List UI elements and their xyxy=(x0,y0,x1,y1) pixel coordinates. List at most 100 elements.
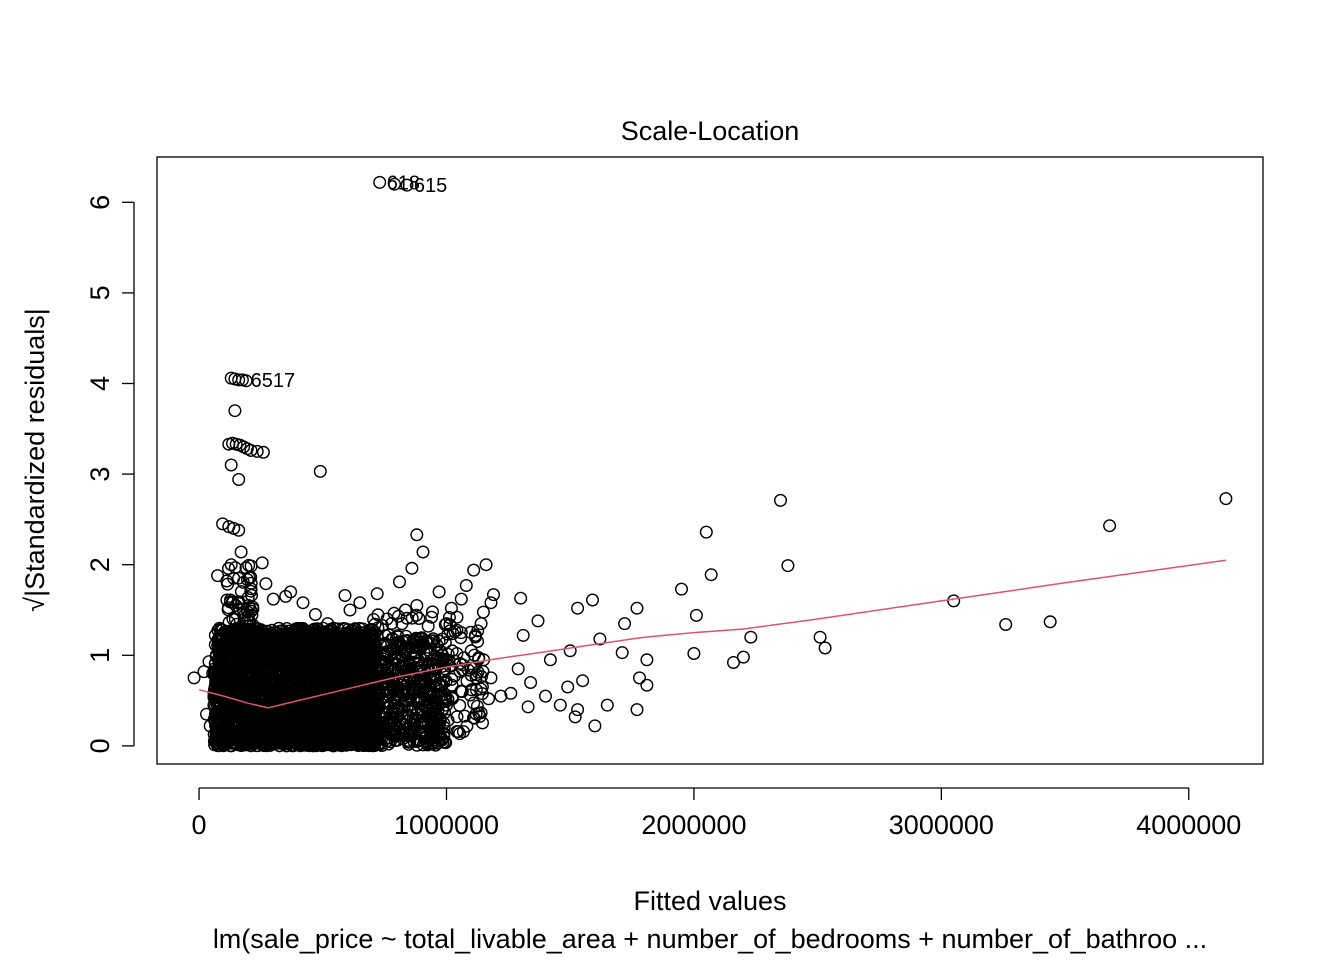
dense-point xyxy=(429,711,443,725)
data-point xyxy=(202,655,216,669)
dense-point xyxy=(407,681,421,695)
data-point xyxy=(259,577,273,591)
data-point xyxy=(947,594,961,608)
data-point xyxy=(227,571,241,585)
dense-point xyxy=(241,656,255,670)
dense-point xyxy=(278,701,292,715)
dense-point xyxy=(217,726,231,740)
dense-point xyxy=(276,688,290,702)
dense-point xyxy=(370,728,384,742)
data-point xyxy=(395,617,409,631)
data-point xyxy=(633,671,647,685)
dense-point xyxy=(432,634,446,648)
data-point xyxy=(216,517,230,531)
dense-point xyxy=(252,699,266,713)
data-point xyxy=(727,656,741,670)
dense-point xyxy=(370,681,384,695)
dense-point xyxy=(404,729,418,743)
dense-point xyxy=(310,661,324,675)
dense-point xyxy=(448,669,462,683)
dense-point xyxy=(409,608,423,622)
x-tick-label: 3000000 xyxy=(889,810,994,840)
y-tick-label: 3 xyxy=(85,467,115,482)
dense-point xyxy=(436,648,450,662)
dense-point xyxy=(366,628,380,642)
dense-point xyxy=(230,617,244,631)
dense-point xyxy=(390,640,404,654)
data-point xyxy=(416,545,430,559)
dense-point xyxy=(382,737,396,751)
data-point xyxy=(199,707,213,721)
dense-point xyxy=(210,736,224,750)
data-point xyxy=(571,601,585,615)
dense-point xyxy=(380,639,394,653)
data-point xyxy=(484,671,498,685)
dense-point xyxy=(445,672,459,686)
dense-point xyxy=(227,668,241,682)
dense-point xyxy=(310,645,324,659)
dense-point xyxy=(368,687,382,701)
data-point xyxy=(704,568,718,582)
data-point xyxy=(256,445,270,459)
dense-point xyxy=(322,696,336,710)
dense-point xyxy=(351,642,365,656)
dense-point xyxy=(408,717,422,731)
dense-point xyxy=(246,618,260,632)
data-points xyxy=(187,175,1233,753)
dense-point xyxy=(306,705,320,719)
point-label: 6517 xyxy=(251,370,296,392)
data-point xyxy=(209,685,223,699)
dense-point xyxy=(441,713,455,727)
dense-point xyxy=(241,714,255,728)
dense-point xyxy=(252,676,266,690)
dense-point xyxy=(344,715,358,729)
dense-point xyxy=(330,660,344,674)
data-point xyxy=(586,593,600,607)
dense-point xyxy=(406,675,420,689)
data-point xyxy=(588,719,602,733)
dense-point xyxy=(321,638,335,652)
dense-point xyxy=(309,651,323,665)
data-point xyxy=(232,473,246,487)
dense-point xyxy=(366,673,380,687)
data-point xyxy=(393,575,407,589)
data-point xyxy=(343,603,357,617)
dense-point xyxy=(242,571,256,585)
dense-point xyxy=(358,735,372,749)
data-point xyxy=(284,585,298,599)
data-point xyxy=(699,525,713,539)
data-point xyxy=(464,644,478,658)
dense-point xyxy=(263,655,277,669)
dense-point xyxy=(448,625,462,639)
dense-point xyxy=(446,627,460,641)
dense-point xyxy=(383,697,397,711)
data-point xyxy=(224,558,238,572)
data-point xyxy=(250,444,264,458)
dense-point xyxy=(441,627,455,641)
dense-point xyxy=(250,739,264,753)
data-point xyxy=(571,703,585,717)
y-axis-label: √|Standardized residuals| xyxy=(20,308,50,612)
dense-point xyxy=(234,703,248,717)
dense-point xyxy=(412,654,426,668)
dense-point xyxy=(430,638,444,652)
dense-point xyxy=(221,603,235,617)
data-point xyxy=(187,671,201,685)
data-point xyxy=(774,493,788,507)
data-point xyxy=(630,703,644,717)
dense-point xyxy=(326,699,340,713)
data-point xyxy=(563,644,577,658)
data-point xyxy=(615,646,629,660)
dense-point xyxy=(349,634,363,648)
x-axis: 0 1000000 2000000 3000000 4000000 xyxy=(192,787,1241,840)
dense-point xyxy=(238,669,252,683)
dense-point xyxy=(416,716,430,730)
data-point xyxy=(561,680,575,694)
data-point xyxy=(241,599,255,613)
data-point xyxy=(459,579,473,593)
dense-point xyxy=(212,726,226,740)
dense-point xyxy=(290,668,304,682)
dense-point xyxy=(475,680,489,694)
dense-point xyxy=(414,677,428,691)
